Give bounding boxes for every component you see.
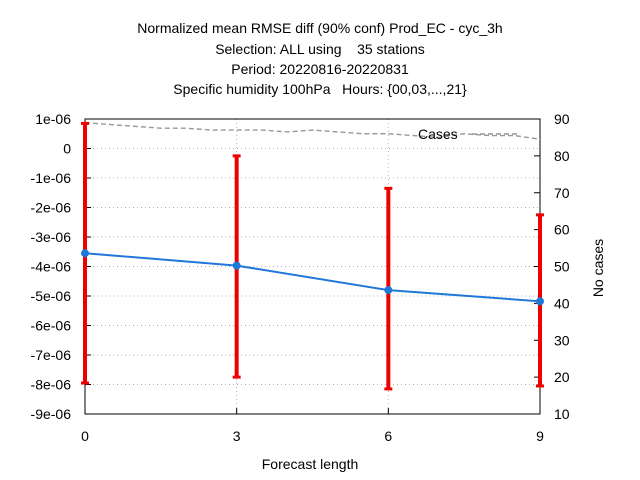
chart-title-line-2: Selection: ALL using 35 stations	[215, 41, 425, 57]
y2-tick-label: 40	[554, 295, 570, 311]
mean-point	[384, 286, 393, 295]
mean-point	[536, 297, 544, 306]
y2-tick-label: 10	[554, 406, 570, 422]
y-tick-label: -8e-06	[31, 377, 72, 393]
cases-line	[84, 121, 541, 140]
y-tick-label: -7e-06	[31, 347, 72, 363]
chart-title-line-1: Normalized mean RMSE diff (90% conf) Pro…	[137, 20, 503, 36]
y-tick-label: -9e-06	[31, 406, 72, 422]
y2-tick-label: 90	[554, 111, 570, 127]
y-tick-label: 1e-06	[35, 111, 71, 127]
mean-point	[232, 261, 241, 270]
mean-point	[81, 249, 89, 258]
legend-cases-label: Cases	[418, 126, 458, 142]
y-tick-label: -2e-06	[31, 200, 72, 216]
y2-tick-label: 70	[554, 185, 570, 201]
chart-title-line-3: Period: 20220816-20220831	[231, 61, 409, 77]
x-tick-label: 3	[233, 428, 241, 444]
y-tick-label: 0	[63, 141, 71, 157]
y2-tick-label: 80	[554, 148, 570, 164]
y2-tick-label: 20	[554, 369, 570, 385]
mean-line	[84, 252, 541, 303]
y-tick-label: -1e-06	[31, 170, 72, 186]
y-tick-label: -6e-06	[31, 318, 72, 334]
x-tick-label: 9	[536, 428, 544, 444]
chart-title-line-4: Specific humidity 100hPa Hours: {00,03,.…	[173, 81, 467, 97]
y2-tick-label: 30	[554, 332, 570, 348]
x-axis-title: Forecast length	[261, 456, 359, 472]
y-tick-label: -3e-06	[31, 229, 72, 245]
y2-axis-title: No cases	[590, 238, 606, 298]
y2-tick-label: 50	[554, 259, 570, 275]
y-tick-label: -4e-06	[31, 259, 72, 275]
x-tick-label: 0	[81, 428, 89, 444]
x-tick-label: 6	[384, 428, 392, 444]
y2-tick-label: 60	[554, 222, 570, 238]
y-tick-label: -5e-06	[31, 288, 72, 304]
